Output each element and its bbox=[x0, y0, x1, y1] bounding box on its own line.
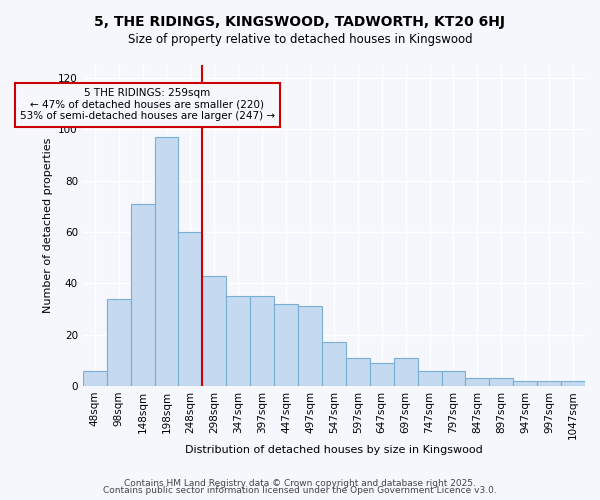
X-axis label: Distribution of detached houses by size in Kingswood: Distribution of detached houses by size … bbox=[185, 445, 483, 455]
Bar bbox=[107, 298, 131, 386]
Bar bbox=[513, 381, 537, 386]
Text: 5 THE RIDINGS: 259sqm
← 47% of detached houses are smaller (220)
53% of semi-det: 5 THE RIDINGS: 259sqm ← 47% of detached … bbox=[20, 88, 275, 122]
Bar bbox=[370, 363, 394, 386]
Bar bbox=[346, 358, 370, 386]
Bar bbox=[178, 232, 202, 386]
Bar bbox=[250, 296, 274, 386]
Bar bbox=[418, 370, 442, 386]
Bar bbox=[298, 306, 322, 386]
Y-axis label: Number of detached properties: Number of detached properties bbox=[43, 138, 53, 313]
Bar bbox=[537, 381, 561, 386]
Text: Contains public sector information licensed under the Open Government Licence v3: Contains public sector information licen… bbox=[103, 486, 497, 495]
Text: Contains HM Land Registry data © Crown copyright and database right 2025.: Contains HM Land Registry data © Crown c… bbox=[124, 478, 476, 488]
Bar bbox=[226, 296, 250, 386]
Bar bbox=[274, 304, 298, 386]
Bar bbox=[155, 137, 178, 386]
Bar bbox=[202, 276, 226, 386]
Bar bbox=[322, 342, 346, 386]
Bar bbox=[466, 378, 490, 386]
Bar bbox=[394, 358, 418, 386]
Text: 5, THE RIDINGS, KINGSWOOD, TADWORTH, KT20 6HJ: 5, THE RIDINGS, KINGSWOOD, TADWORTH, KT2… bbox=[95, 15, 505, 29]
Bar bbox=[561, 381, 585, 386]
Bar bbox=[442, 370, 466, 386]
Bar bbox=[83, 370, 107, 386]
Bar bbox=[131, 204, 155, 386]
Text: Size of property relative to detached houses in Kingswood: Size of property relative to detached ho… bbox=[128, 32, 472, 46]
Bar bbox=[490, 378, 513, 386]
